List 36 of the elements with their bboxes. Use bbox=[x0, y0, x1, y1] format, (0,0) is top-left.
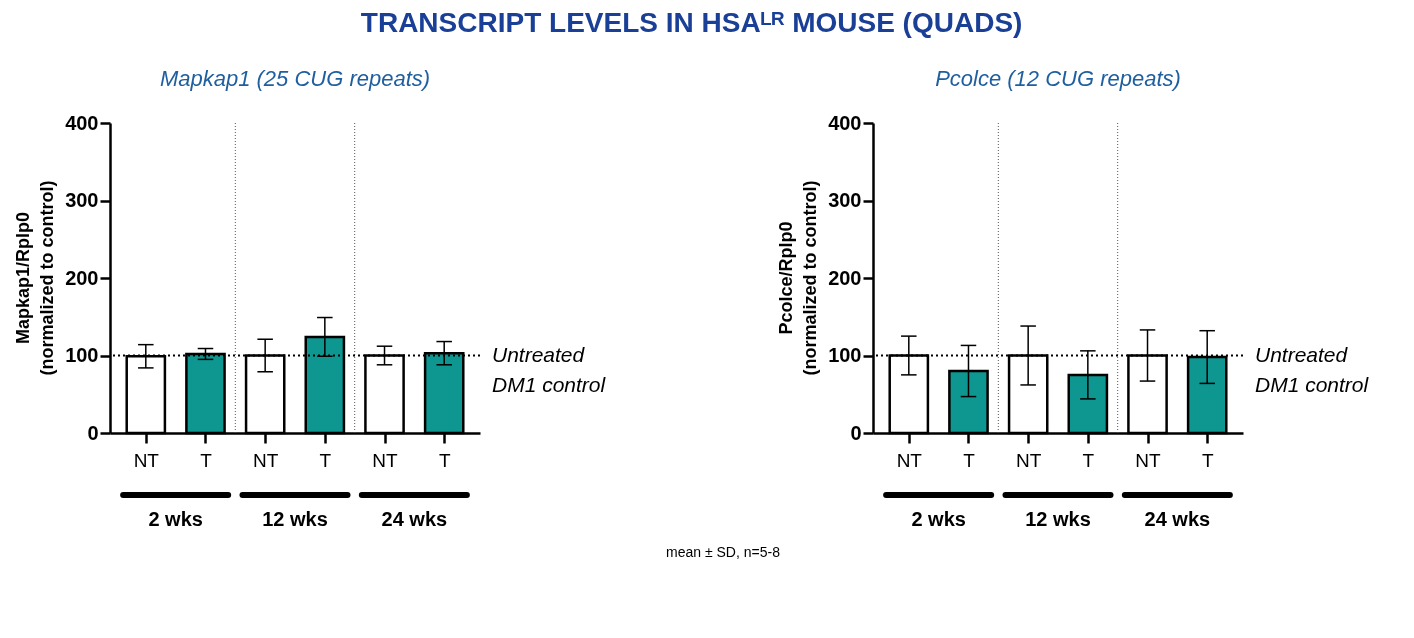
x-tick-label: T bbox=[200, 449, 213, 471]
y-tick-label: 400 bbox=[828, 111, 862, 134]
text: 12 wks bbox=[1025, 508, 1091, 530]
text: 2 wks bbox=[148, 508, 203, 530]
text: 12 wks bbox=[262, 508, 328, 530]
y-axis-title: Mapkap1/Rplp0 (normalized to control) bbox=[13, 180, 57, 376]
y-tick-label: 100 bbox=[65, 344, 99, 366]
text: TRANSCRIPT LEVELS IN HSAᴸᴿ MOUSE (QUADS) bbox=[360, 7, 1023, 38]
x-tick-label: NT bbox=[372, 449, 399, 471]
y-tick-label: 100 bbox=[828, 344, 862, 366]
x-tick-label: NT bbox=[1016, 449, 1042, 471]
x-tick-label: NT bbox=[896, 449, 923, 471]
y-tick-label: 200 bbox=[65, 266, 99, 289]
text: 24 wks bbox=[1144, 508, 1211, 530]
chart-subtitle: Mapkap1 (25 CUG repeats) bbox=[159, 66, 431, 91]
x-tick-label: T bbox=[319, 449, 332, 471]
y-tick-label: 300 bbox=[828, 189, 862, 211]
x-tick-label: NT bbox=[1135, 449, 1162, 471]
y-tick-label: 0 bbox=[850, 421, 862, 444]
y-axis-title: Pcolce/Rplp0 (normalized to control) bbox=[776, 180, 820, 376]
ref-line-label: Untreated DM1 control bbox=[492, 342, 607, 396]
text: 24 wks bbox=[381, 508, 448, 530]
y-tick-label: 200 bbox=[828, 266, 862, 289]
y-tick-label: 300 bbox=[65, 189, 99, 211]
chart-subtitle: Pcolce (12 CUG repeats) bbox=[935, 66, 1181, 91]
x-tick-label: T bbox=[438, 449, 451, 471]
y-tick-label: 0 bbox=[87, 421, 99, 444]
x-tick-label: NT bbox=[253, 449, 279, 471]
x-tick-label: T bbox=[1082, 449, 1095, 471]
ref-line-label: Untreated DM1 control bbox=[1255, 342, 1370, 396]
x-tick-label: T bbox=[963, 449, 976, 471]
x-tick-label: NT bbox=[133, 449, 160, 471]
text: mean ± SD, n=5-8 bbox=[666, 544, 781, 560]
text: 2 wks bbox=[911, 508, 966, 530]
x-tick-label: T bbox=[1201, 449, 1214, 471]
y-tick-label: 400 bbox=[65, 111, 99, 134]
